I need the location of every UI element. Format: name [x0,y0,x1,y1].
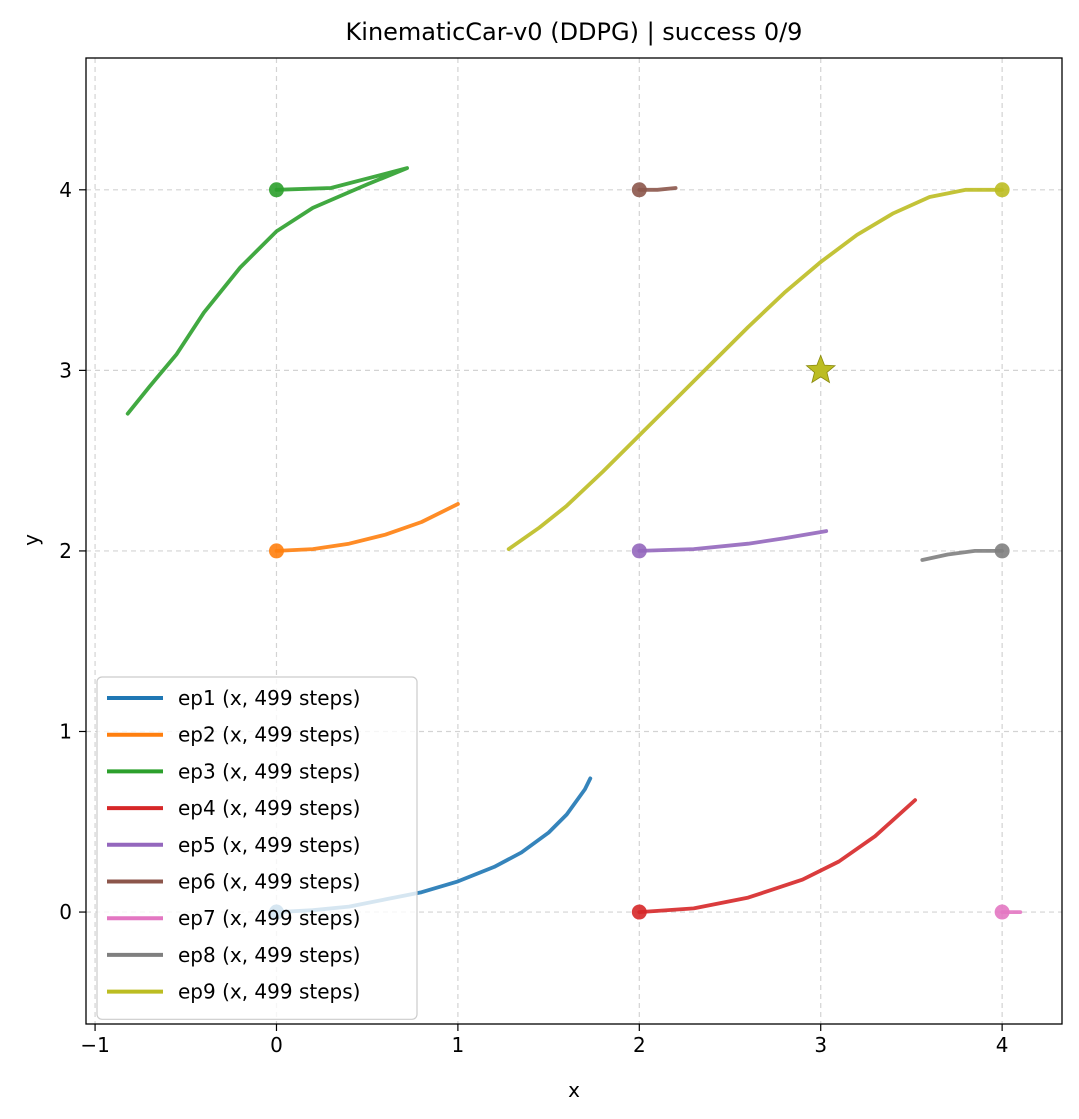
start-marker-ep8 [994,543,1010,559]
start-marker-ep4 [631,904,647,920]
y-axis-label: y [19,534,43,546]
start-marker-ep7 [994,904,1010,920]
legend-label-ep8: ep8 (x, 499 steps) [178,943,360,967]
start-marker-ep6 [631,182,647,198]
legend-label-ep1: ep1 (x, 499 steps) [178,686,360,710]
y-tick-label: 0 [59,900,72,924]
legend: ep1 (x, 499 steps) ep2 (x, 499 steps) ep3 … [96,676,418,1020]
series-line-ep9 [506,187,1004,551]
legend-label-ep7: ep7 (x, 499 steps) [178,906,360,930]
axis-ticks: −1 0 1 2 3 4 0 1 2 3 4 [59,178,1008,1057]
y-tick-label: 4 [59,178,72,202]
start-marker-ep2 [268,543,284,559]
x-tick-label: 4 [996,1033,1009,1057]
x-tick-label: 2 [633,1033,646,1057]
plot-frame [85,57,1063,1025]
series-line-ep4 [637,798,917,914]
legend-label-ep5: ep5 (x, 499 steps) [178,833,360,857]
start-marker-ep3 [268,182,284,198]
legend-label-ep2: ep2 (x, 499 steps) [178,723,360,747]
legend-label-ep9: ep9 (x, 499 steps) [178,980,360,1004]
series-line-ep5 [637,529,829,553]
legend-label-ep4: ep4 (x, 499 steps) [178,796,360,820]
x-tick-label: −1 [80,1033,109,1057]
chart-title: KinematicCar-v0 (DDPG) | success 0/9 [346,18,803,46]
legend-box [96,676,418,1020]
legend-label-ep6: ep6 (x, 499 steps) [178,870,360,894]
series-line-ep8 [920,549,1004,562]
start-marker-ep5 [631,543,647,559]
goal-star-marker [805,354,837,384]
x-axis-label: x [568,1078,580,1102]
y-tick-label: 3 [59,358,72,382]
legend-label-ep3: ep3 (x, 499 steps) [178,759,360,783]
y-tick-label: 2 [59,539,72,563]
start-marker-ep9 [994,182,1010,198]
x-tick-label: 1 [452,1033,465,1057]
x-tick-label: 0 [270,1033,283,1057]
series-line-ep3 [125,166,409,416]
y-tick-label: 1 [59,719,72,743]
x-tick-label: 3 [814,1033,827,1057]
series-line-ep2 [274,502,460,553]
